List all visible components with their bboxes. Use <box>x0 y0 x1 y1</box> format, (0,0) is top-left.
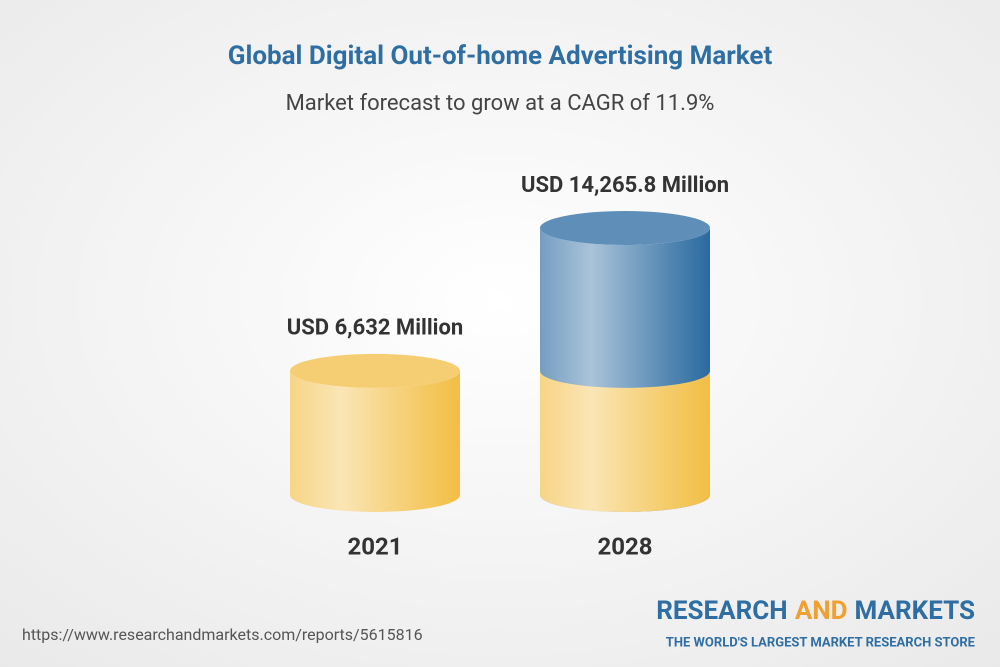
brand-part: MARKETS <box>855 596 975 626</box>
brand-name: RESEARCH AND MARKETS <box>656 596 975 626</box>
cylinder-body <box>290 370 460 512</box>
brand-part: RESEARCH <box>656 596 788 626</box>
brand-tagline: THE WORLD'S LARGEST MARKET RESEARCH STOR… <box>666 635 976 650</box>
value-label: USD 6,632 Million <box>287 316 463 341</box>
chart-subtitle: Market forecast to grow at a CAGR of 11.… <box>286 91 715 116</box>
cylinder <box>540 211 710 512</box>
cylinder-top <box>540 211 710 245</box>
brand-part: AND <box>795 596 848 626</box>
category-label: 2028 <box>597 532 652 560</box>
cylinder-base-segment <box>540 370 710 512</box>
category-label: 2021 <box>347 532 402 560</box>
source-url: https://www.researchandmarkets.com/repor… <box>22 625 423 644</box>
value-label: USD 14,265.8 Million <box>521 173 729 198</box>
cylinder <box>290 353 460 512</box>
chart-title: Global Digital Out-of-home Advertising M… <box>228 41 773 71</box>
cylinder-top <box>290 353 460 388</box>
